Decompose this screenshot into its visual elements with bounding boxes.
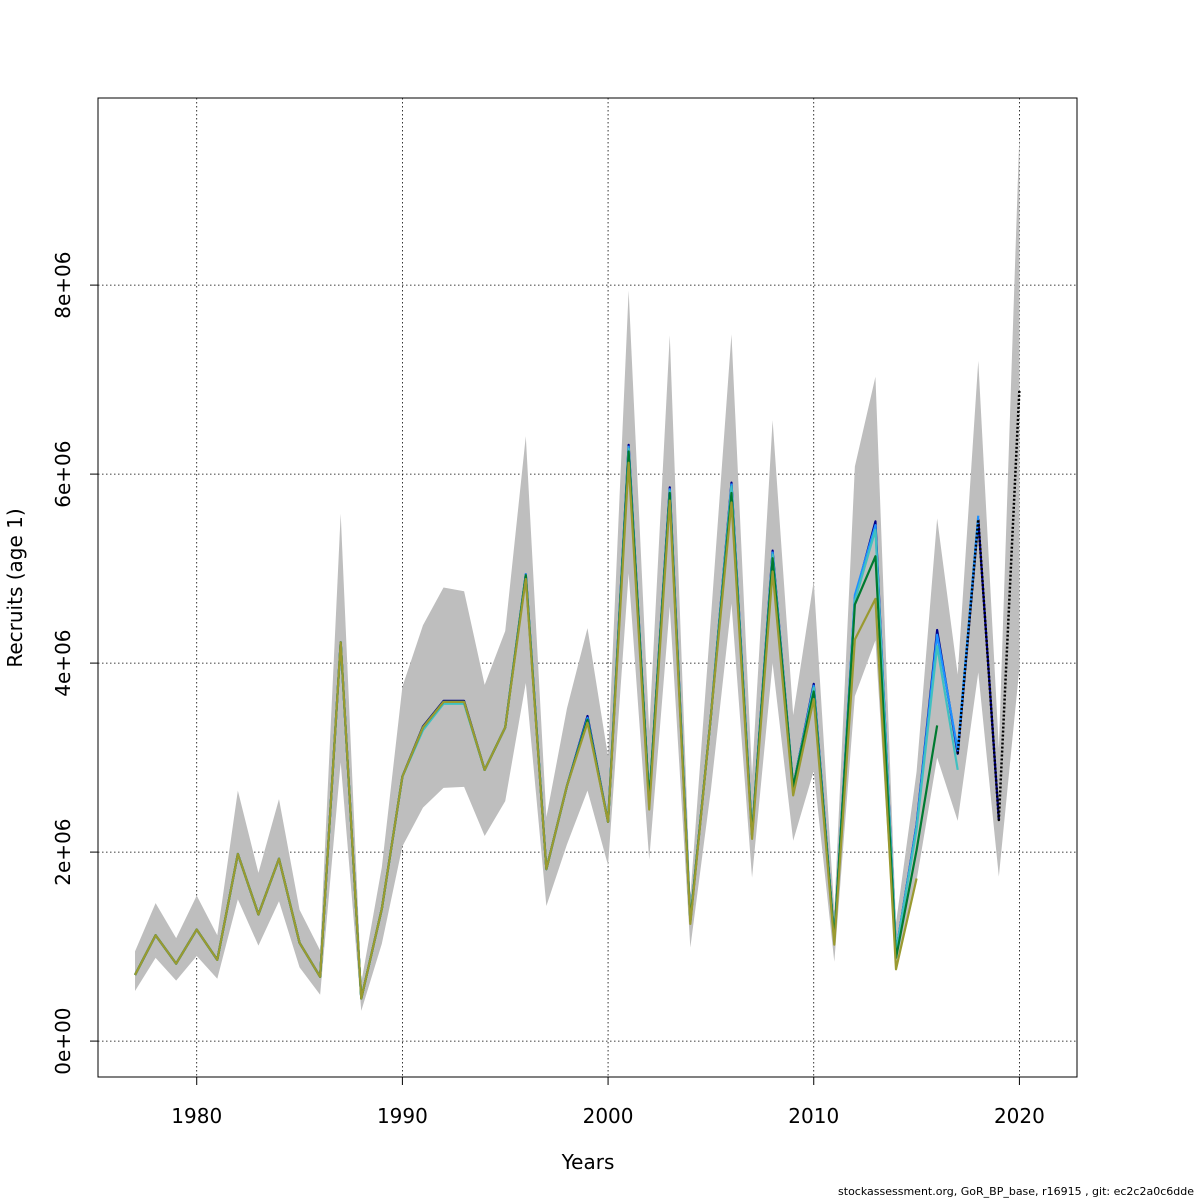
axes: 1980 1990 2000 2010 2020 0e+00 2e+06 4e+06 6e+06… <box>51 251 1045 1128</box>
y-tick-label: 8e+06 <box>51 251 75 318</box>
confidence-band-layer <box>135 133 1020 1011</box>
confidence-band <box>135 133 1020 1011</box>
x-tick-label: 2000 <box>583 1104 634 1128</box>
footer-credit: stockassessment.org, GoR_BP_base, r16915… <box>838 1185 1194 1198</box>
series-line-5 <box>134 461 918 1000</box>
series-line-6 <box>956 388 1021 822</box>
y-tick-label: 2e+06 <box>51 818 75 885</box>
y-tick-label: 6e+06 <box>51 440 75 507</box>
x-tick-label: 2010 <box>788 1104 839 1128</box>
plot-frame <box>97 97 1078 1078</box>
x-tick-label: 1990 <box>377 1104 428 1128</box>
x-axis-title: Years <box>561 1150 615 1174</box>
series-layer <box>134 388 1021 1000</box>
y-axis-title: Recruits (age 1) <box>3 508 27 667</box>
y-tick-label: 4e+06 <box>51 629 75 696</box>
x-tick-label: 2020 <box>994 1104 1045 1128</box>
y-tick-label: 0e+00 <box>51 1007 75 1074</box>
x-tick-label: 1980 <box>171 1104 222 1128</box>
